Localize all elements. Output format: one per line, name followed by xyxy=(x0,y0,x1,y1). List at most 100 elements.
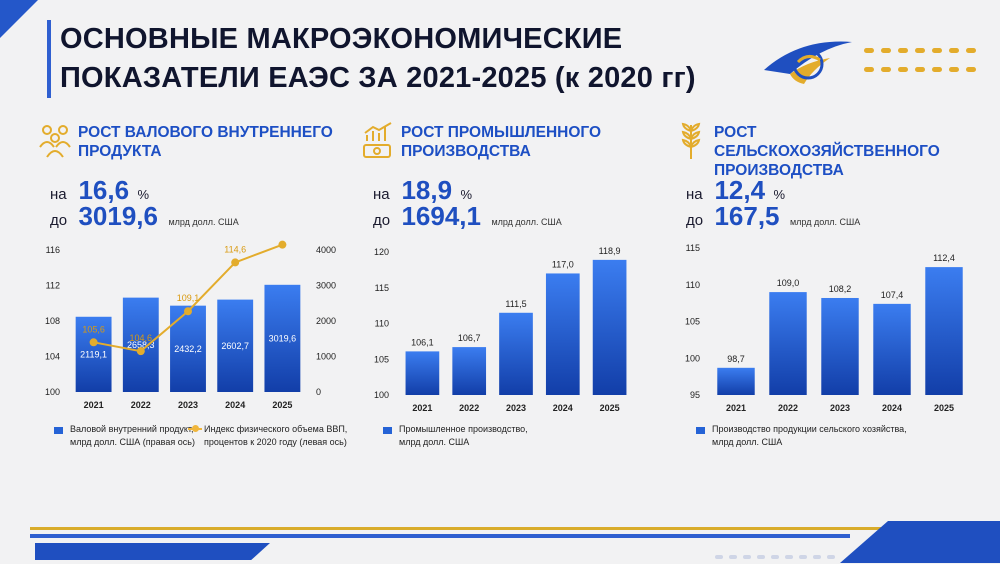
y-tick-label: 115 xyxy=(375,283,389,293)
line-point xyxy=(231,258,240,267)
page-title-line1: ОСНОВНЫЕ МАКРОЭКОНОМИЧЕСКИЕ xyxy=(60,23,623,55)
growth-row: на 18,9 % xyxy=(373,175,472,206)
bar xyxy=(545,273,580,395)
panel-title: РОСТ СЕЛЬСКОХОЗЯЙСТВЕННОГО ПРОИЗВОДСТВА xyxy=(714,124,940,179)
decorative-dots xyxy=(864,48,983,86)
growth-value: 12,4 xyxy=(714,175,766,205)
legend-dot-swatch xyxy=(192,425,199,432)
growth-unit: % xyxy=(137,187,150,202)
line-data-label: 104,6 xyxy=(130,333,153,343)
legend-label: процентов к 2020 году (левая ось) xyxy=(204,437,347,447)
panel-title: РОСТ ПРОМЫШЛЕННОГО ПРОИЗВОДСТВА xyxy=(401,124,602,160)
footer-gold-line xyxy=(30,527,980,530)
legend-swatch xyxy=(383,427,392,434)
page-title: ОСНОВНЫЕ МАКРОЭКОНОМИЧЕСКИЕ ПОКАЗАТЕЛИ Е… xyxy=(60,20,696,98)
data-label: 117,0 xyxy=(552,259,574,269)
panel-gdp: РОСТ ВАЛОВОГО ВНУТРЕННЕГО ПРОДУКТА на 16… xyxy=(38,115,347,475)
x-tick-label: 2021 xyxy=(412,403,432,413)
y-tick-label: 110 xyxy=(375,319,389,329)
footer-blue-line xyxy=(30,534,850,538)
y-tick-label: 108 xyxy=(45,316,60,326)
x-tick-label: 2023 xyxy=(178,400,198,410)
x-tick-label: 2022 xyxy=(459,403,479,413)
line-data-label: 105,6 xyxy=(82,324,105,334)
prefix: на xyxy=(686,186,703,203)
x-tick-label: 2022 xyxy=(131,400,151,410)
footer-ribbon xyxy=(35,543,270,560)
people-icon xyxy=(39,125,71,158)
prefix: на xyxy=(373,186,390,203)
line-point xyxy=(278,240,287,249)
title-accent-bar xyxy=(47,20,51,98)
total-row: до 1694,1 млрд долл. США xyxy=(373,201,562,232)
growth-unit: % xyxy=(460,187,473,202)
bar xyxy=(122,297,159,392)
growth-value: 16,6 xyxy=(78,175,130,205)
growth-unit: % xyxy=(773,187,786,202)
x-tick-label: 2024 xyxy=(553,403,573,413)
legend-label: Индекс физического объема ВВП, xyxy=(204,424,348,434)
y-tick-label: 110 xyxy=(686,280,700,290)
y-tick-label: 115 xyxy=(686,243,700,253)
data-label: 108,2 xyxy=(829,284,852,294)
y-tick-label: 100 xyxy=(45,387,60,397)
data-label: 2432,2 xyxy=(174,344,202,354)
growth-row: на 16,6 % xyxy=(50,175,149,206)
x-tick-label: 2025 xyxy=(600,403,620,413)
line-data-label: 109,1 xyxy=(177,293,200,303)
data-label: 109,0 xyxy=(777,278,800,288)
legend-label: Валовой внутренний продукт, xyxy=(70,424,194,434)
prefix: до xyxy=(686,212,704,229)
total-value: 167,5 xyxy=(714,201,780,231)
bar xyxy=(592,259,627,395)
y2-tick-label: 0 xyxy=(316,387,321,397)
bar xyxy=(821,297,859,395)
total-row: до 3019,6 млрд долл. США xyxy=(50,201,239,232)
agriculture-chart: 95 100 105 110 115 98,7 2021 109,0 2022 108,2 2023… xyxy=(685,243,963,413)
legend-item-industry: Промышленное производство, млрд долл. СШ… xyxy=(383,423,643,453)
data-label: 2658,3 xyxy=(127,340,155,350)
eaeu-logo-icon xyxy=(764,41,852,84)
x-tick-label: 2023 xyxy=(506,403,526,413)
data-label: 3019,6 xyxy=(269,333,297,343)
bar xyxy=(873,303,911,395)
legend-item-index: Индекс физического объема ВВП, процентов… xyxy=(188,423,347,453)
y-tick-label: 100 xyxy=(374,390,389,400)
data-label: 111,5 xyxy=(505,299,526,309)
growth-chart-icon xyxy=(363,122,392,158)
data-label: 2119,1 xyxy=(80,349,107,359)
panel-agriculture: РОСТ СЕЛЬСКОХОЗЯЙСТВЕННОГО ПРОИЗВОДСТВА … xyxy=(674,115,974,475)
y-tick-label: 116 xyxy=(46,245,60,255)
y-tick-label: 95 xyxy=(690,390,700,400)
page-title-line2: ПОКАЗАТЕЛИ ЕАЭС ЗА 2021-2025 (к 2020 гг) xyxy=(60,62,696,94)
x-tick-label: 2024 xyxy=(882,403,902,413)
legend-swatch xyxy=(54,427,63,434)
x-tick-label: 2021 xyxy=(84,400,104,410)
bar xyxy=(264,284,301,392)
y2-tick-label: 1000 xyxy=(316,352,336,362)
line-point xyxy=(136,347,145,356)
prefix: до xyxy=(50,212,68,229)
total-unit: млрд долл. США xyxy=(168,217,239,227)
panel-title: РОСТ ВАЛОВОГО ВНУТРЕННЕГО ПРОДУКТА xyxy=(78,124,333,160)
bar xyxy=(925,267,963,395)
growth-value: 18,9 xyxy=(401,175,453,205)
industry-chart: 100 105 110 115 120 106,1 2021 106,7 2022 111,5 20… xyxy=(374,246,627,413)
data-label: 2602,7 xyxy=(221,341,249,351)
x-tick-label: 2024 xyxy=(225,400,245,410)
y-tick-label: 100 xyxy=(685,353,700,363)
y-tick-label: 120 xyxy=(374,247,389,257)
legend-label: млрд долл. США xyxy=(399,437,470,447)
x-tick-label: 2022 xyxy=(778,403,798,413)
legend-swatch xyxy=(696,427,705,434)
bar xyxy=(717,367,755,395)
x-tick-label: 2025 xyxy=(934,403,954,413)
line-point xyxy=(89,338,98,347)
prefix: до xyxy=(373,212,391,229)
y2-tick-label: 4000 xyxy=(316,245,336,255)
x-tick-label: 2021 xyxy=(726,403,746,413)
legend-label: млрд долл. США (правая ось) xyxy=(70,437,195,447)
y-tick-label: 112 xyxy=(46,281,60,291)
legend-label: Промышленное производство, xyxy=(399,424,528,434)
total-unit: млрд долл. США xyxy=(491,217,562,227)
